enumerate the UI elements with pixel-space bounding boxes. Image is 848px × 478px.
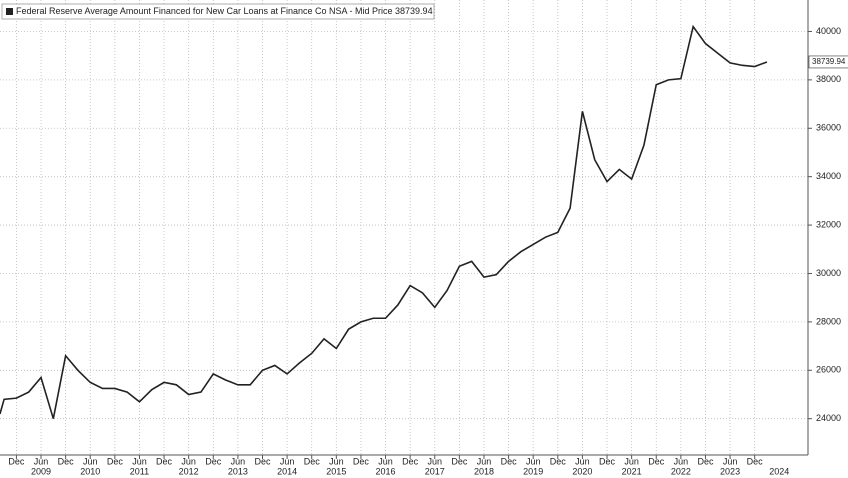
y-tick-label: 36000 [816, 123, 841, 133]
x-tick-label: Dec [254, 456, 271, 466]
x-tick-label: Jun [624, 456, 639, 466]
legend-box [1, 3, 435, 20]
legend-swatch [6, 8, 13, 15]
x-tick-label: Jun [181, 456, 196, 466]
x-tick-label: Jun [280, 456, 295, 466]
legend-label: Federal Reserve Average Amount Financed … [16, 6, 393, 16]
x-tick-label: Dec [501, 456, 518, 466]
x-year-label: 2014 [277, 466, 297, 476]
x-year-label: 2017 [425, 466, 445, 476]
x-tick-label: Dec [205, 456, 222, 466]
x-year-label: 2016 [376, 466, 396, 476]
x-tick-label: Dec [451, 456, 468, 466]
x-tick-label: Dec [107, 456, 124, 466]
x-tick-label: Dec [353, 456, 370, 466]
series-line [0, 24, 768, 419]
y-tick-label: 40000 [816, 26, 841, 36]
x-tick-label: Jun [378, 456, 393, 466]
x-year-label: 2019 [523, 466, 543, 476]
x-year-label: 2021 [622, 466, 642, 476]
y-tick-label: 26000 [816, 365, 841, 375]
x-tick-label: Jun [526, 456, 541, 466]
x-tick-label: Jun [428, 456, 443, 466]
x-tick-label: Dec [747, 456, 764, 466]
last-price-tag [808, 55, 848, 69]
y-tick-label: 32000 [816, 219, 841, 229]
x-year-label: 2015 [326, 466, 346, 476]
x-year-label: 2020 [572, 466, 592, 476]
x-tick-label: Jun [132, 456, 147, 466]
legend-text: Federal Reserve Average Amount Financed … [16, 6, 433, 16]
x-year-label: 2024 [769, 466, 789, 476]
x-tick-label: Dec [304, 456, 321, 466]
x-year-label: 2013 [228, 466, 248, 476]
legend-last-value: 38739.94 [395, 6, 433, 16]
y-tick-label: 24000 [816, 413, 841, 423]
x-tick-label: Dec [599, 456, 616, 466]
x-year-label: 2018 [474, 466, 494, 476]
x-tick-label: Dec [8, 456, 25, 466]
x-year-label: 2023 [720, 466, 740, 476]
x-tick-label: Dec [402, 456, 419, 466]
x-tick-label: Dec [648, 456, 665, 466]
x-year-label: 2012 [179, 466, 199, 476]
x-tick-label: Jun [329, 456, 344, 466]
x-tick-label: Jun [575, 456, 590, 466]
x-tick-label: Jun [83, 456, 98, 466]
y-tick-label: 30000 [816, 268, 841, 278]
x-year-label: 2009 [31, 466, 51, 476]
x-year-label: 2010 [80, 466, 100, 476]
x-tick-label: Jun [231, 456, 246, 466]
x-tick-label: Jun [723, 456, 738, 466]
y-tick-label: 34000 [816, 171, 841, 181]
x-year-label: 2022 [671, 466, 691, 476]
last-price-label: 38739.94 [812, 57, 846, 66]
x-tick-label: Dec [58, 456, 75, 466]
legend: Federal Reserve Average Amount Financed … [1, 3, 435, 20]
y-tick-label: 38000 [816, 74, 841, 84]
x-year-label: 2011 [130, 466, 149, 476]
x-tick-label: Jun [477, 456, 492, 466]
x-tick-label: Dec [697, 456, 714, 466]
y-tick-label: 28000 [816, 316, 841, 326]
x-tick-label: Jun [34, 456, 49, 466]
x-tick-label: Dec [550, 456, 567, 466]
x-tick-label: Dec [156, 456, 173, 466]
x-tick-label: Jun [674, 456, 689, 466]
